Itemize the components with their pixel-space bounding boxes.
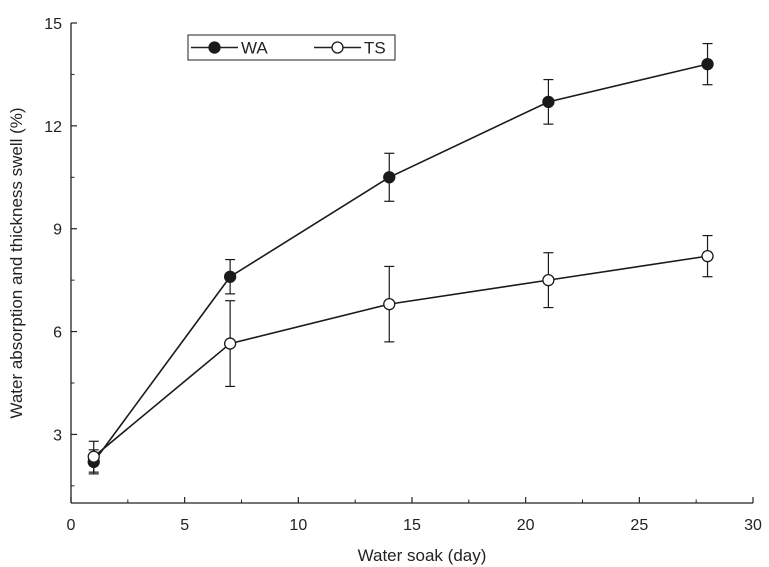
y-tick-label: 9 bbox=[53, 222, 62, 239]
axes bbox=[70, 23, 753, 504]
legend-label-ts: TS bbox=[364, 39, 386, 58]
legend-swatch-marker-ts bbox=[331, 41, 344, 54]
y-ticks: 3 6 9 12 15 bbox=[44, 16, 77, 487]
legend-swatch-marker-wa bbox=[208, 41, 221, 54]
point-ts bbox=[87, 450, 100, 463]
series-line-ts bbox=[93, 255, 708, 458]
x-ticks: 0 5 10 15 20 25 30 bbox=[67, 497, 762, 534]
y-tick-label: 15 bbox=[44, 16, 62, 33]
legend-label-wa: WA bbox=[241, 39, 268, 58]
legend: WA TS bbox=[187, 34, 396, 61]
series-ts bbox=[87, 234, 714, 473]
x-axis-label: Water soak (day) bbox=[358, 546, 487, 565]
y-tick-label: 12 bbox=[44, 119, 62, 136]
x-tick-label: 15 bbox=[403, 517, 421, 534]
x-tick-label: 25 bbox=[630, 517, 648, 534]
point-wa bbox=[701, 57, 714, 71]
series-wa bbox=[87, 42, 714, 475]
x-tick-label: 10 bbox=[289, 517, 307, 534]
x-tick-label: 0 bbox=[67, 517, 76, 534]
x-tick-label: 5 bbox=[180, 517, 189, 534]
y-tick-label: 6 bbox=[53, 325, 62, 342]
x-tick-label: 20 bbox=[517, 517, 535, 534]
point-ts bbox=[223, 337, 237, 350]
point-wa bbox=[383, 171, 396, 184]
point-ts bbox=[383, 297, 396, 311]
point-ts bbox=[542, 273, 555, 287]
series-line-wa bbox=[93, 63, 708, 463]
y-tick-label: 3 bbox=[53, 427, 62, 444]
x-tick-label: 30 bbox=[744, 517, 762, 534]
series-layer bbox=[87, 42, 714, 475]
point-ts bbox=[701, 249, 714, 263]
point-wa bbox=[223, 270, 237, 283]
point-wa bbox=[542, 95, 555, 109]
y-axis-label: Water absorption and thickness swell (%) bbox=[7, 107, 26, 418]
